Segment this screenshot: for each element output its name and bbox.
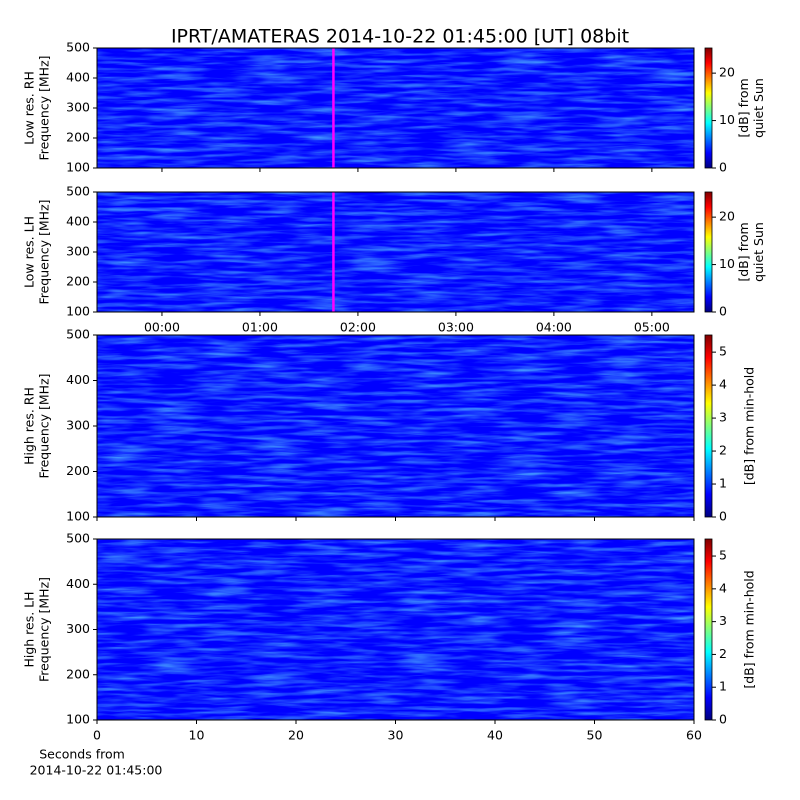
x-tick-label: 02:00: [340, 320, 376, 335]
y-tick-label: 200: [66, 463, 90, 478]
y-tick-label: 300: [66, 418, 90, 433]
x-tick-label: 60: [686, 728, 702, 743]
chart-title: IPRT/AMATERAS 2014-10-22 01:45:00 [UT] 0…: [171, 26, 629, 48]
x-tick-label: 00:00: [144, 320, 180, 335]
colorbar-tick-label: 5: [719, 548, 727, 563]
colorbar-tick-label: 10: [719, 256, 735, 271]
x-tick-label: 40: [487, 728, 503, 743]
colorbar-tick-label: 0: [719, 712, 727, 727]
colorbar-tick-label: 2: [719, 443, 727, 458]
colorbar: [704, 334, 713, 518]
colorbar: [704, 47, 713, 169]
colorbar-label: quiet Sun: [751, 222, 766, 282]
y-axis-label: Frequency [MHz]: [37, 55, 52, 160]
colorbar: [704, 191, 713, 313]
heatmap-texture: [97, 335, 694, 517]
heatmap-texture: [97, 48, 694, 168]
x-tick-label: 20: [288, 728, 304, 743]
y-tick-label: 300: [66, 100, 90, 115]
y-tick-label: 100: [66, 509, 90, 524]
colorbar-tick-label: 20: [719, 65, 735, 80]
colorbar-tick-label: 4: [719, 377, 727, 392]
y-tick-label: 400: [66, 576, 90, 591]
y-tick-label: 300: [66, 244, 90, 259]
x-tick-label: 30: [388, 728, 404, 743]
heatmap-texture: [97, 192, 694, 312]
y-axis-label: Low res. LH: [22, 216, 37, 288]
y-axis-label: Low res. RH: [22, 71, 37, 145]
x-tick-label: 01:00: [242, 320, 278, 335]
x-axis-label: Seconds from: [39, 747, 125, 762]
colorbar-tick-label: 20: [719, 209, 735, 224]
y-tick-label: 100: [66, 160, 90, 175]
colorbar-tick-label: 4: [719, 580, 727, 595]
colorbar-label: [dB] from min-hold: [742, 367, 757, 485]
y-axis-label: Frequency [MHz]: [37, 373, 52, 478]
y-tick-label: 500: [66, 327, 90, 342]
colorbar-tick-label: 1: [719, 476, 727, 491]
x-tick-label: 50: [587, 728, 603, 743]
y-axis-label: High res. LH: [22, 591, 37, 667]
colorbar-tick-label: 5: [719, 344, 727, 359]
colorbar: [704, 538, 713, 721]
y-tick-label: 500: [66, 184, 90, 199]
colorbar-tick-label: 0: [719, 160, 727, 175]
heatmap-texture: [97, 539, 694, 720]
y-tick-label: 400: [66, 372, 90, 387]
y-tick-label: 200: [66, 274, 90, 289]
colorbar-tick-label: 10: [719, 112, 735, 127]
y-tick-label: 200: [66, 130, 90, 145]
y-axis-label: High res. RH: [22, 387, 37, 465]
colorbar-tick-label: 0: [719, 509, 727, 524]
colorbar-tick-label: 1: [719, 679, 727, 694]
y-tick-label: 400: [66, 70, 90, 85]
x-tick-label: 04:00: [536, 320, 572, 335]
colorbar-tick-label: 3: [719, 613, 727, 628]
colorbar-label: quiet Sun: [751, 78, 766, 138]
y-axis-label: Frequency [MHz]: [37, 199, 52, 304]
y-tick-label: 500: [66, 531, 90, 546]
x-tick-label: 0: [93, 728, 101, 743]
colorbar-label: [dB] from: [736, 78, 751, 137]
x-tick-label: 10: [189, 728, 205, 743]
y-tick-label: 400: [66, 214, 90, 229]
y-tick-label: 100: [66, 304, 90, 319]
x-tick-label: 03:00: [438, 320, 474, 335]
colorbar-label: [dB] from: [736, 222, 751, 281]
y-tick-label: 200: [66, 666, 90, 681]
y-axis-label: Frequency [MHz]: [37, 577, 52, 682]
colorbar-tick-label: 3: [719, 410, 727, 425]
y-tick-label: 500: [66, 40, 90, 55]
colorbar-tick-label: 0: [719, 304, 727, 319]
colorbar-tick-label: 2: [719, 646, 727, 661]
x-axis-label: 2014-10-22 01:45:00: [30, 763, 163, 778]
y-tick-label: 300: [66, 621, 90, 636]
colorbar-label: [dB] from min-hold: [742, 570, 757, 688]
x-tick-label: 05:00: [634, 320, 670, 335]
y-tick-label: 100: [66, 712, 90, 727]
